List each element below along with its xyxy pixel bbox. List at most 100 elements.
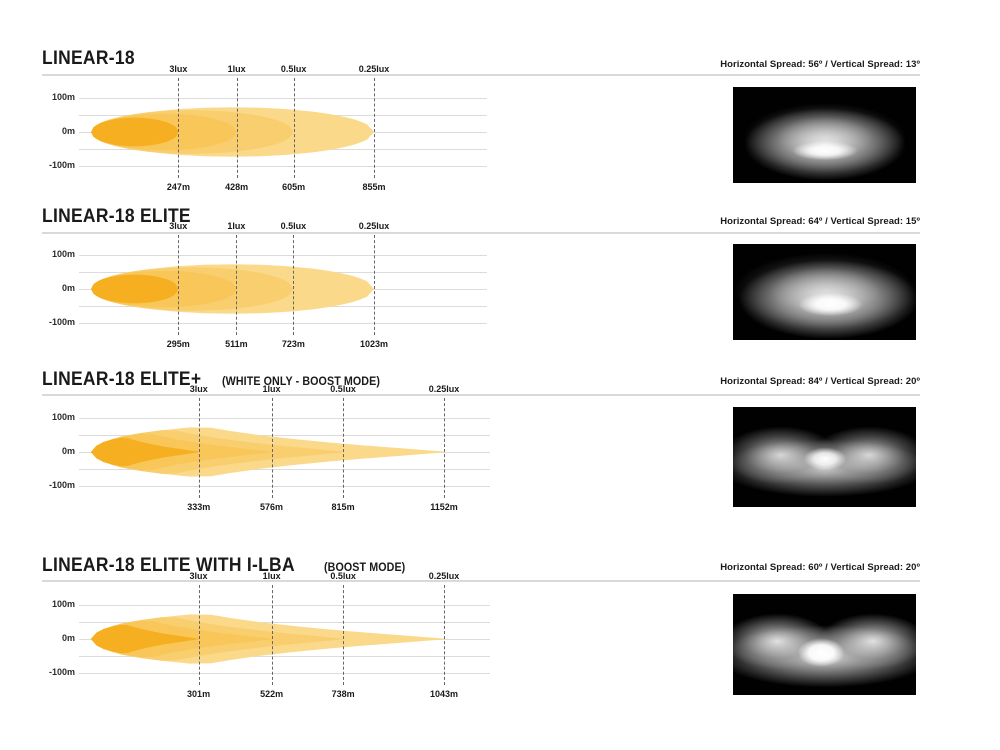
gridline [79, 639, 490, 640]
section-divider [42, 74, 920, 76]
lux-level-label: 0.25lux [428, 384, 460, 394]
gridline [79, 469, 490, 470]
distance-label: 723m [281, 339, 305, 349]
y-axis-tick: 0m [61, 283, 75, 293]
distance-label: 605m [282, 182, 306, 192]
y-axis-tick: 100m [51, 92, 75, 102]
lux-marker-line [198, 398, 200, 498]
lux-level-label: 1lux [227, 221, 246, 231]
distance-label: 428m [225, 182, 249, 192]
distance-label: 301m [187, 689, 211, 699]
beam-profile-linear-18-elite [91, 264, 374, 314]
gridline [79, 115, 487, 116]
beam-photo-linear-18-elite [733, 244, 916, 340]
beam-glow [733, 253, 916, 339]
y-axis-tick: -100m [48, 160, 75, 170]
y-axis-tick: 100m [51, 249, 75, 259]
product-title: LINEAR-18 ELITE [42, 206, 191, 227]
gridline [79, 289, 487, 290]
beam-profile-linear-18-elite-plus [91, 427, 444, 477]
title-row-linear-18: LINEAR-18 [42, 48, 143, 70]
gridline [79, 149, 487, 150]
gridline [79, 486, 490, 487]
lux-marker-line [236, 235, 238, 335]
beam-profile-linear-18-elite-ilba [91, 614, 444, 664]
lux-marker-line [271, 585, 273, 685]
beam-glow [733, 411, 916, 503]
section-divider [42, 232, 920, 234]
distance-label: 1043m [429, 689, 459, 699]
lux-level-label: 3lux [189, 571, 208, 581]
beam-photo-linear-18-elite-ilba [733, 594, 916, 695]
lux-level-label: 0.5lux [280, 64, 307, 74]
spread-info-linear-18-elite-ilba: Horizontal Spread: 60º / Vertical Spread… [720, 562, 920, 573]
distance-label: 522m [260, 689, 284, 699]
gridline [79, 605, 490, 606]
lux-level-label: 0.25lux [358, 64, 390, 74]
product-title: LINEAR-18 ELITE+ [42, 369, 202, 390]
lux-marker-line [374, 235, 375, 335]
y-axis-tick: -100m [48, 317, 75, 327]
gridline [79, 323, 487, 324]
lux-marker-line [444, 585, 445, 685]
title-row-linear-18-elite-ilba: LINEAR-18 ELITE WITH I-LBA (BOOST MODE) [42, 555, 411, 577]
distance-label: 815m [331, 502, 355, 512]
distance-label: 295m [166, 339, 190, 349]
gridline [79, 452, 490, 453]
lux-marker-line [236, 78, 238, 178]
gridline [79, 132, 487, 133]
lux-marker-line [444, 398, 445, 498]
lux-level-label: 1lux [262, 384, 281, 394]
y-axis-tick: 0m [61, 633, 75, 643]
section-divider [42, 394, 920, 396]
y-axis-tick: -100m [48, 480, 75, 490]
distance-label: 247m [166, 182, 190, 192]
beam-photo-linear-18-elite-plus [733, 407, 916, 507]
lux-marker-line [293, 78, 295, 178]
gridline [79, 166, 487, 167]
beam-glow [733, 597, 916, 692]
beam-profile-linear-18 [91, 107, 374, 157]
title-row-linear-18-elite: LINEAR-18 ELITE [42, 206, 204, 228]
distance-label: 738m [331, 689, 355, 699]
section-divider [42, 580, 920, 582]
product-title: LINEAR-18 [42, 48, 135, 69]
y-axis-tick: 100m [51, 412, 75, 422]
spread-info-linear-18: Horizontal Spread: 56º / Vertical Spread… [720, 59, 920, 70]
gridline [79, 673, 490, 674]
gridline [79, 98, 487, 99]
beam-glow [736, 100, 913, 182]
y-axis-tick: 100m [51, 599, 75, 609]
beam-photo-linear-18 [733, 87, 916, 183]
lux-level-label: 1lux [262, 571, 281, 581]
gridline [79, 435, 490, 436]
product-title: LINEAR-18 ELITE WITH I-LBA [42, 555, 295, 576]
lux-level-label: 1lux [227, 64, 246, 74]
distance-label: 576m [259, 502, 284, 512]
spread-info-linear-18-elite-plus: Horizontal Spread: 84º / Vertical Spread… [720, 376, 920, 387]
distance-label: 1152m [430, 502, 458, 512]
gridline [79, 418, 490, 419]
gridline [79, 255, 487, 256]
y-axis-tick: 0m [61, 446, 75, 456]
distance-label: 855m [362, 182, 386, 192]
lux-level-label: 0.5lux [280, 221, 307, 231]
lux-marker-line [271, 398, 273, 498]
lux-level-label: 3lux [169, 64, 188, 74]
distance-label: 333m [187, 502, 211, 512]
product-subtitle: (BOOST MODE) [323, 562, 406, 574]
lux-level-label: 0.25lux [358, 221, 390, 231]
gridline [79, 306, 487, 307]
lux-marker-line [343, 398, 345, 498]
title-row-linear-18-elite-plus: LINEAR-18 ELITE+ (WHITE ONLY - BOOST MODE… [42, 369, 392, 391]
lux-level-label: 3lux [169, 221, 188, 231]
product-subtitle: (WHITE ONLY - BOOST MODE) [222, 376, 381, 388]
distance-label: 511m [225, 339, 248, 349]
gridline [79, 272, 487, 273]
y-axis-tick: 0m [61, 126, 75, 136]
lux-marker-line [343, 585, 345, 685]
lux-level-label: 0.25lux [428, 571, 460, 581]
y-axis-tick: -100m [48, 667, 75, 677]
spread-info-linear-18-elite: Horizontal Spread: 64º / Vertical Spread… [720, 216, 920, 227]
